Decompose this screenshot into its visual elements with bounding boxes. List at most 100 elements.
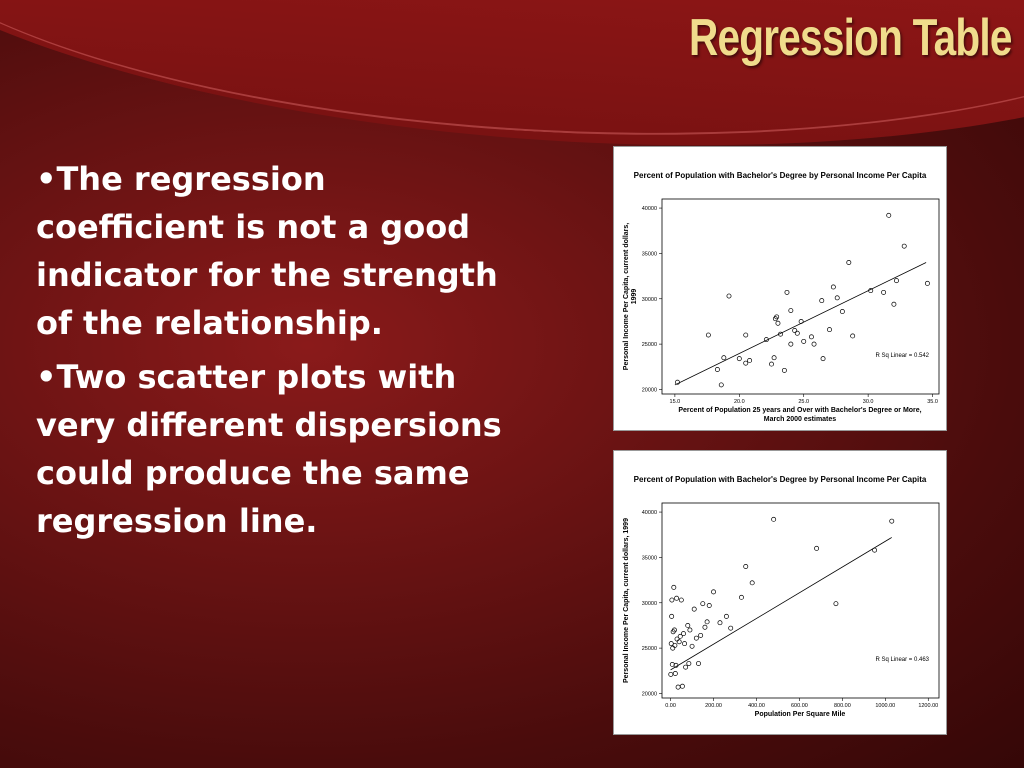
x-tick-label: 800.00 — [834, 703, 851, 709]
y-axis-label: Personal Income Per Capita, current doll… — [623, 518, 630, 683]
data-point — [886, 212, 892, 218]
data-point — [706, 603, 712, 608]
data-point — [693, 635, 699, 641]
data-point — [868, 288, 874, 294]
data-point — [924, 280, 930, 286]
data-point — [682, 641, 687, 647]
data-point — [726, 293, 732, 299]
y-tick-label: 20000 — [642, 691, 657, 697]
data-point — [672, 671, 678, 676]
data-point — [743, 564, 749, 569]
scatter-chart-2: Percent of Population with Bachelor's De… — [613, 450, 947, 735]
data-point — [685, 622, 691, 628]
bullet-list: •The regression coefficient is not a goo… — [36, 155, 516, 551]
data-point — [669, 661, 675, 667]
bullet-text-1: The regression coefficient is not a good… — [36, 160, 498, 342]
data-point — [718, 382, 724, 388]
slide-title: Regression Table — [689, 9, 1012, 67]
data-point — [747, 357, 753, 363]
data-point — [833, 601, 839, 607]
chart-title: Percent of Population with Bachelor's De… — [634, 475, 927, 484]
data-point — [820, 356, 826, 362]
x-axis-label: Percent of Population 25 years and Over … — [678, 407, 921, 414]
data-point — [671, 584, 677, 590]
x-tick-label: 15.0 — [670, 399, 681, 405]
data-point — [894, 278, 899, 284]
data-point — [705, 332, 711, 338]
data-point — [691, 606, 697, 612]
data-point — [672, 627, 677, 633]
data-point — [872, 547, 878, 553]
data-point — [704, 619, 710, 625]
data-point — [717, 620, 723, 626]
data-point — [676, 639, 682, 645]
data-point — [775, 320, 781, 326]
x-tick-label: 400.00 — [748, 703, 765, 709]
data-point — [889, 518, 895, 524]
data-point — [839, 309, 845, 314]
data-point — [683, 664, 689, 670]
x-tick-label: 1000.00 — [875, 703, 895, 709]
scatter-chart-2-svg: Percent of Population with Bachelor's De… — [623, 475, 940, 718]
y-axis-label: 1999 — [631, 289, 638, 305]
x-tick-label: 30.0 — [863, 399, 874, 405]
data-point — [672, 642, 678, 648]
data-point — [788, 308, 794, 314]
data-point — [678, 597, 684, 603]
chart-title: Percent of Population with Bachelor's De… — [634, 171, 927, 180]
plot-frame — [661, 502, 940, 699]
y-tick-label: 25000 — [642, 646, 657, 652]
data-point — [702, 624, 708, 630]
bullet-item-1: •The regression coefficient is not a goo… — [36, 160, 498, 342]
x-tick-label: 600.00 — [791, 703, 808, 709]
y-tick-label: 30000 — [642, 601, 657, 607]
data-point — [674, 595, 680, 601]
data-point — [801, 338, 807, 344]
scatter-chart-1: Percent of Population with Bachelor's De… — [613, 146, 947, 431]
data-point — [809, 334, 814, 340]
x-tick-label: 25.0 — [798, 399, 809, 405]
data-point — [819, 298, 825, 304]
data-point — [834, 295, 840, 301]
data-point — [749, 580, 755, 586]
data-point — [850, 333, 856, 339]
data-point — [738, 594, 744, 600]
data-point — [891, 301, 897, 307]
data-point — [778, 331, 783, 337]
x-tick-label: 0.00 — [665, 703, 676, 709]
data-point — [771, 355, 777, 361]
data-point — [798, 318, 804, 324]
data-point — [781, 367, 787, 373]
data-point — [679, 683, 685, 689]
data-point — [830, 284, 836, 290]
data-point — [736, 356, 742, 362]
data-point — [743, 332, 749, 338]
data-point — [881, 289, 887, 295]
y-tick-label: 25000 — [642, 342, 657, 348]
data-point — [743, 360, 749, 366]
plot-frame — [661, 198, 940, 395]
data-point — [723, 613, 729, 619]
data-point — [669, 597, 675, 603]
data-point — [788, 341, 794, 347]
data-point — [774, 314, 780, 320]
data-point — [728, 625, 734, 631]
data-point — [792, 328, 798, 333]
data-point — [668, 671, 674, 677]
r-squared-label: R Sq Linear = 0.542 — [875, 353, 929, 359]
data-point — [675, 379, 680, 385]
data-point — [681, 631, 686, 637]
y-tick-label: 35000 — [642, 555, 657, 561]
x-tick-label: 35.0 — [927, 399, 938, 405]
data-point — [714, 367, 720, 372]
regression-line — [670, 537, 892, 671]
data-point — [711, 589, 716, 595]
data-point — [784, 289, 790, 295]
y-axis-label: Personal Income Per Capita, current doll… — [623, 223, 630, 370]
y-tick-label: 30000 — [642, 297, 657, 303]
r-squared-label: R Sq Linear = 0.463 — [875, 657, 929, 663]
data-point — [669, 613, 675, 619]
y-tick-label: 35000 — [642, 251, 657, 257]
bullet-text-2: Two scatter plots with very different di… — [36, 358, 502, 540]
data-point — [700, 601, 706, 607]
